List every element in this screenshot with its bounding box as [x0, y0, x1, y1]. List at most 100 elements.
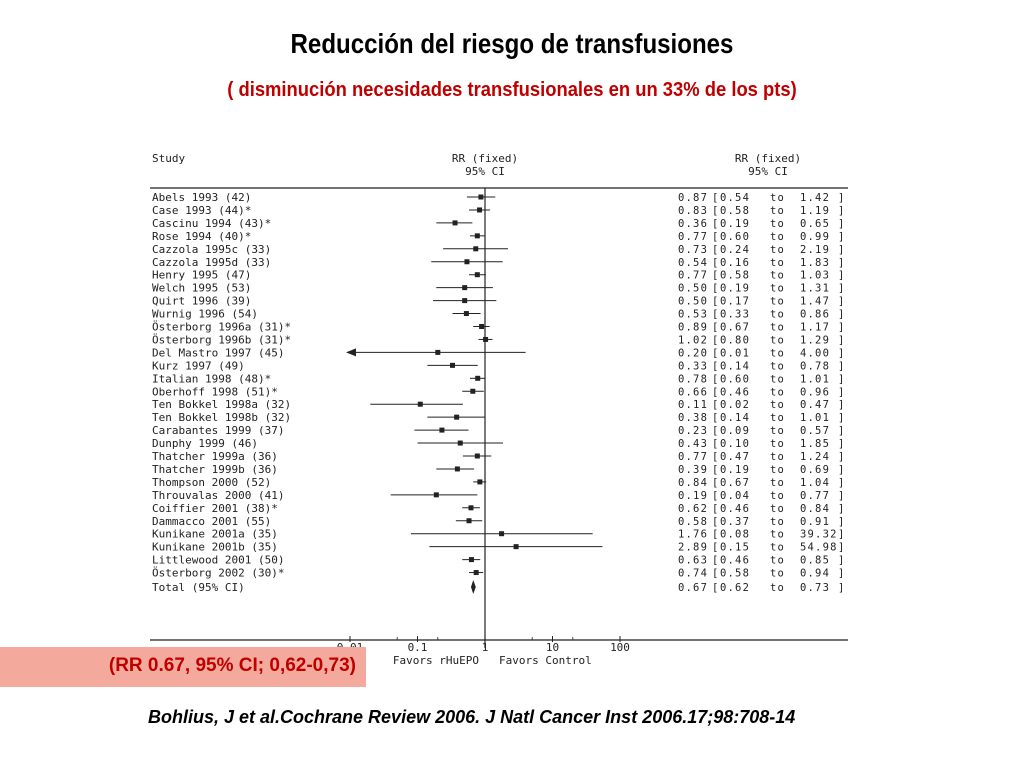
- x-tick-label: 10: [546, 641, 559, 654]
- study-ci-high: 0.65: [800, 218, 830, 230]
- x-tick-label: 0.1: [408, 641, 428, 654]
- study-ci-sep: to: [770, 542, 785, 554]
- study-ci-low: 0.09: [720, 425, 750, 437]
- study-ci-high: 0.86: [800, 309, 830, 321]
- study-ci-high: 4.00: [800, 347, 830, 359]
- study-bracket-close: ]: [838, 529, 846, 541]
- study-bracket-open: [: [712, 309, 720, 321]
- study-name: Dunphy 1999 (46): [152, 437, 258, 450]
- study-ci-sep: to: [770, 438, 785, 450]
- study-name: Kunikane 2001b (35): [152, 541, 278, 554]
- study-ci-low: 0.37: [720, 516, 750, 528]
- point-estimate: [468, 505, 474, 511]
- study-name: Cazzola 1995c (33): [152, 243, 271, 256]
- study-ci-sep: to: [770, 309, 785, 321]
- study-name: Dammacco 2001 (55): [152, 515, 271, 528]
- study-ci-high: 0.84: [800, 503, 830, 515]
- study-ci-low: 0.58: [720, 205, 750, 217]
- study-ci-sep: to: [770, 244, 785, 256]
- study-ci-high: 0.77: [800, 490, 830, 502]
- study-ci-low: 0.14: [720, 412, 750, 424]
- study-bracket-close: ]: [838, 218, 846, 230]
- study-ci-sep: to: [770, 360, 785, 372]
- point-estimate: [479, 324, 485, 329]
- study-rr-value: 0.87: [678, 192, 708, 204]
- study-rr-value: 0.53: [678, 309, 708, 321]
- study-ci-sep: to: [770, 270, 785, 282]
- study-name: Rose 1994 (40)*: [152, 230, 251, 243]
- study-ci-low: 0.60: [720, 231, 750, 243]
- study-rr-value: 0.62: [678, 503, 708, 515]
- study-rr-value: 0.73: [678, 244, 708, 256]
- header-ci-col: 95% CI: [748, 165, 788, 178]
- point-estimate: [454, 466, 460, 472]
- study-ci-low: 0.17: [720, 296, 750, 308]
- point-estimate: [477, 207, 483, 213]
- study-bracket-close: ]: [838, 257, 846, 269]
- study-bracket-close: ]: [838, 412, 846, 424]
- study-ci-high: 1.47: [800, 296, 830, 308]
- study-ci-low: 0.46: [720, 386, 750, 398]
- study-ci-low: 0.46: [720, 503, 750, 515]
- study-rr-value: 1.76: [678, 529, 708, 541]
- study-ci-sep: to: [770, 503, 785, 515]
- study-ci-sep: to: [770, 516, 785, 528]
- study-bracket-close: ]: [838, 334, 846, 346]
- study-name: Henry 1995 (47): [152, 269, 251, 282]
- point-estimate: [474, 233, 480, 239]
- study-bracket-open: [: [712, 438, 720, 450]
- study-name: Italian 1998 (48)*: [152, 372, 271, 385]
- study-ci-sep: to: [770, 451, 785, 463]
- study-ci-low: 0.19: [720, 218, 750, 230]
- study-bracket-open: [: [712, 244, 720, 256]
- study-name: Coiffier 2001 (38)*: [152, 502, 278, 515]
- study-rr-value: 0.66: [678, 386, 708, 398]
- study-ci-high: 1.31: [800, 283, 830, 295]
- study-ci-high: 0.78: [800, 360, 830, 372]
- study-name: Kunikane 2001a (35): [152, 528, 278, 541]
- point-estimate: [417, 401, 423, 407]
- study-ci-high: 0.96: [800, 386, 830, 398]
- study-ci-high: 1.17: [800, 322, 830, 334]
- study-bracket-open: [: [712, 529, 720, 541]
- study-ci-sep: to: [770, 283, 785, 295]
- ci-arrow: [346, 348, 356, 357]
- x-tick-label: 1: [482, 641, 489, 654]
- study-ci-sep: to: [770, 386, 785, 398]
- study-rr-value: 0.36: [678, 218, 708, 230]
- study-name: Österborg 2002 (30)*: [152, 567, 284, 580]
- x-tick-label: 100: [610, 641, 630, 654]
- study-ci-high: 1.85: [800, 438, 830, 450]
- study-rr-value: 0.74: [678, 568, 708, 580]
- study-bracket-open: [: [712, 270, 720, 282]
- study-ci-low: 0.01: [720, 347, 750, 359]
- total-bracket-close: ]: [838, 582, 846, 594]
- point-estimate: [457, 440, 463, 446]
- study-bracket-close: ]: [838, 516, 846, 528]
- study-rr-value: 1.02: [678, 334, 708, 346]
- study-ci-high: 1.42: [800, 192, 830, 204]
- point-estimate: [474, 272, 480, 278]
- study-ci-low: 0.08: [720, 529, 750, 541]
- study-bracket-close: ]: [838, 283, 846, 295]
- study-rr-value: 0.83: [678, 205, 708, 217]
- study-ci-low: 0.16: [720, 257, 750, 269]
- study-bracket-open: [: [712, 464, 720, 476]
- study-bracket-open: [: [712, 296, 720, 308]
- study-ci-sep: to: [770, 231, 785, 243]
- study-ci-low: 0.19: [720, 283, 750, 295]
- study-bracket-open: [: [712, 555, 720, 567]
- point-estimate: [483, 336, 489, 342]
- study-ci-high: 1.01: [800, 412, 830, 424]
- study-ci-sep: to: [770, 205, 785, 217]
- study-ci-low: 0.15: [720, 542, 750, 554]
- study-rr-value: 0.23: [678, 425, 708, 437]
- study-name: Thompson 2000 (52): [152, 476, 271, 489]
- study-bracket-open: [: [712, 334, 720, 346]
- point-estimate: [477, 479, 483, 485]
- point-estimate: [473, 246, 479, 252]
- study-ci-high: 1.04: [800, 477, 830, 489]
- study-ci-low: 0.02: [720, 399, 750, 411]
- point-estimate: [462, 285, 468, 291]
- study-bracket-close: ]: [838, 347, 846, 359]
